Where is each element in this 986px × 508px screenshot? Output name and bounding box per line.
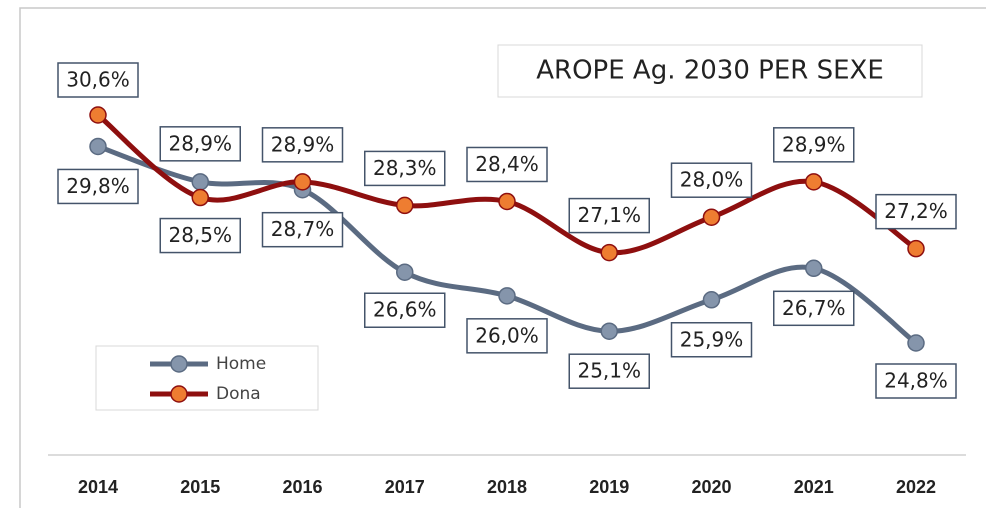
label-box [261, 211, 344, 248]
label-box [670, 322, 753, 358]
marker [805, 259, 823, 278]
legend-label: Home [216, 354, 266, 374]
marker [498, 192, 516, 211]
label-box [57, 62, 139, 98]
marker [191, 173, 209, 191]
data-label: 26,0% [475, 323, 539, 347]
title-box [497, 44, 923, 98]
label-box [773, 127, 855, 163]
data-label: 28,7% [271, 217, 335, 241]
marker [907, 239, 925, 258]
legend-marker [170, 385, 188, 403]
data-label: 29,8% [66, 174, 130, 198]
data-label: 28,9% [782, 132, 846, 156]
data-label: 28,5% [168, 223, 232, 247]
label-box [364, 292, 446, 328]
data-label: 25,9% [680, 327, 744, 351]
x-tick-label: 2015 [180, 477, 220, 497]
legend-marker [170, 355, 188, 373]
x-tick-label: 2022 [896, 477, 936, 497]
x-tick-label: 2021 [794, 477, 834, 497]
frame [19, 7, 986, 508]
data-label: 25,1% [577, 359, 641, 383]
data-label: 27,2% [884, 199, 948, 223]
x-tick-label: 2016 [282, 477, 322, 497]
label-box [159, 126, 241, 162]
marker [89, 106, 107, 124]
label-box [261, 127, 344, 163]
data-label: 28,9% [271, 132, 335, 156]
x-tick-label: 2017 [385, 477, 425, 497]
data-label: 28,3% [373, 156, 437, 180]
label-box [364, 150, 446, 187]
marker [396, 263, 414, 281]
marker [702, 208, 721, 226]
marker [89, 137, 107, 156]
x-tick-label: 2018 [487, 477, 527, 497]
chart-title: AROPE Ag. 2030 PER SEXE [536, 56, 884, 86]
marker [702, 291, 721, 309]
label-box [773, 290, 855, 327]
data-label: 26,7% [782, 296, 846, 320]
label-box [875, 193, 957, 230]
marker [498, 287, 516, 305]
data-label: 24,8% [884, 369, 948, 393]
data-label: 27,1% [577, 203, 641, 227]
marker [191, 188, 209, 207]
x-tick-label: 2019 [589, 477, 629, 497]
data-label: 28,4% [475, 152, 539, 176]
label-box [568, 353, 650, 389]
data-label: 26,6% [373, 298, 437, 322]
label-box [466, 146, 548, 183]
label-box [57, 168, 139, 205]
x-tick-label: 2020 [691, 477, 731, 497]
x-tick-label: 2014 [78, 477, 118, 497]
label-box [875, 363, 957, 399]
label-box [159, 217, 241, 254]
label-box [568, 197, 650, 234]
marker [907, 334, 925, 352]
label-box [466, 318, 548, 354]
marker [600, 322, 618, 340]
marker [805, 173, 823, 191]
marker [293, 173, 312, 191]
marker [396, 196, 414, 215]
label-box [670, 162, 753, 198]
legend [95, 345, 319, 411]
data-label: 28,0% [680, 168, 744, 192]
data-label: 30,6% [66, 68, 130, 92]
data-label: 28,9% [168, 131, 232, 155]
legend-label: Dona [216, 384, 261, 404]
marker [600, 243, 618, 262]
